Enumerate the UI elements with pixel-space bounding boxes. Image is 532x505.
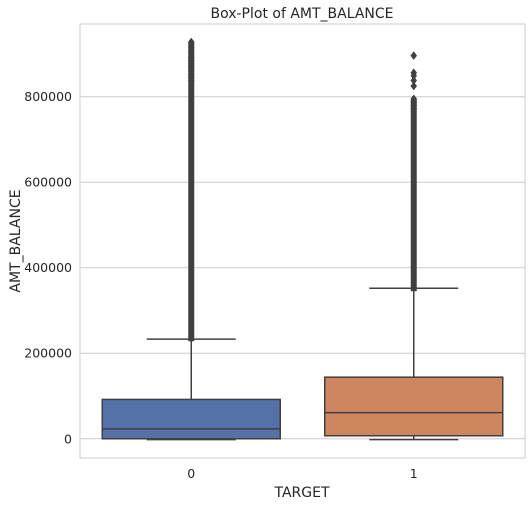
outlier-point xyxy=(411,52,417,60)
outlier-band xyxy=(411,99,417,291)
y-tick-label: 0 xyxy=(64,431,72,446)
y-tick-labels: 0 200000 400000 600000 800000 xyxy=(24,89,72,446)
box-group-0 xyxy=(102,38,280,440)
y-tick-label: 600000 xyxy=(24,175,72,190)
outlier-band xyxy=(188,42,194,341)
x-tick-label: 0 xyxy=(187,466,195,481)
box-group-1 xyxy=(325,52,503,440)
y-tick-label: 400000 xyxy=(24,260,72,275)
y-axis-label: AMT_BALANCE xyxy=(8,189,24,292)
outlier-point xyxy=(411,82,417,90)
y-tick-label: 800000 xyxy=(24,89,72,104)
x-tick-label: 1 xyxy=(410,466,418,481)
box-iqr xyxy=(325,377,503,436)
chart-title: Box-Plot of AMT_BALANCE xyxy=(210,6,393,22)
box-iqr xyxy=(102,399,280,438)
boxes xyxy=(102,38,503,440)
y-tick-label: 200000 xyxy=(24,346,72,361)
x-axis-label: TARGET xyxy=(273,485,329,501)
